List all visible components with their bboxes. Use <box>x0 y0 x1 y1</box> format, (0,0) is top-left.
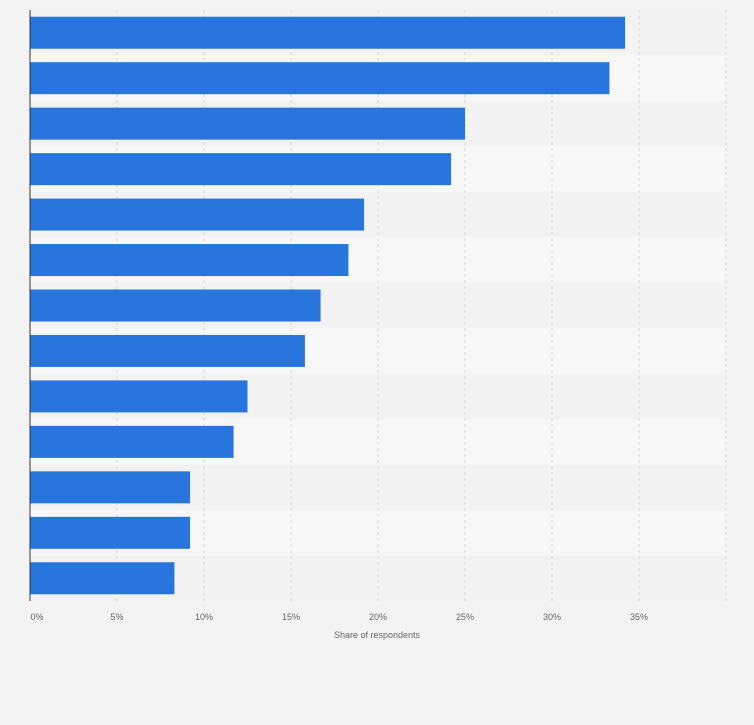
bar <box>30 198 365 231</box>
x-tick-label: 10% <box>195 612 213 622</box>
bar <box>30 16 626 49</box>
bar <box>30 425 234 458</box>
x-tick-label: 20% <box>369 612 387 622</box>
bar <box>30 380 248 413</box>
x-tick-label: 0% <box>30 612 43 622</box>
bar <box>30 62 610 95</box>
x-axis-ticks: 0% 5% 10% 15% 20% 25% 30% 35% <box>30 612 648 622</box>
bar <box>30 471 191 504</box>
x-tick-label: 15% <box>282 612 300 622</box>
bar <box>30 107 465 140</box>
bar <box>30 289 321 322</box>
bars <box>30 16 626 595</box>
bar <box>30 516 191 549</box>
bar <box>30 153 452 186</box>
bar <box>30 334 305 367</box>
x-axis-label: Share of respondents <box>334 630 421 640</box>
x-tick-label: 30% <box>543 612 561 622</box>
x-tick-label: 25% <box>456 612 474 622</box>
bar <box>30 562 175 595</box>
x-tick-label: 35% <box>630 612 648 622</box>
x-tick-label: 5% <box>110 612 123 622</box>
bar <box>30 244 349 277</box>
